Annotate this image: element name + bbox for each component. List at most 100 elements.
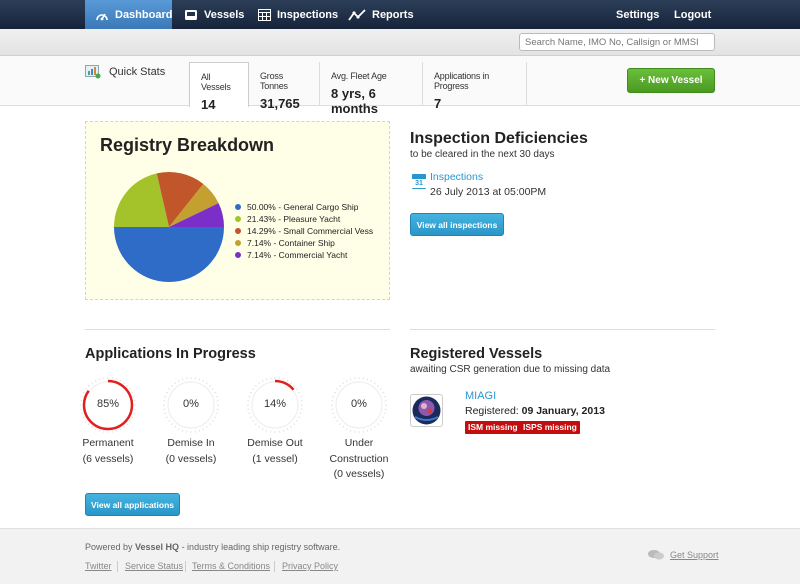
vessel-thumbnail[interactable] — [410, 394, 443, 427]
legend-item: 7.14% - Commercial Yacht — [235, 249, 373, 261]
application-count: (0 vessels) — [165, 452, 217, 465]
footer: Powered by Vessel HQ - industry leading … — [0, 528, 800, 584]
stat-label: All Vessels — [201, 72, 231, 92]
vessel-name-link[interactable]: MIAGI — [465, 390, 497, 402]
stat-gross-tonnes[interactable]: Gross Tonnes 31,765 — [249, 62, 320, 111]
registered-vessels-title: Registered Vessels — [410, 346, 543, 362]
progress-percent: 0% — [351, 398, 367, 410]
view-all-applications-button[interactable]: View all applications — [85, 493, 180, 516]
progress-arc — [249, 379, 301, 431]
legend-label: 14.29% - Small Commercial Vess — [247, 226, 374, 236]
vessel-icon — [184, 9, 198, 21]
nav-vessels[interactable]: Vessels — [184, 0, 244, 29]
nav-dashboard[interactable]: Dashboard — [85, 0, 172, 29]
nav-settings-label: Settings — [616, 8, 660, 21]
pie-slice-4 — [169, 203, 224, 227]
progress-percent: 85% — [96, 398, 120, 410]
legend-swatch — [235, 252, 241, 258]
application-count: (0 vessels) — [333, 468, 385, 480]
stat-value: 8 yrs, 6 months — [331, 86, 378, 116]
footer-brand: Vessel HQ — [135, 542, 180, 552]
legend-label: 7.14% - Commercial Yacht — [247, 250, 348, 260]
legend-item: 7.14% - Container Ship — [235, 237, 373, 249]
applications-title: Applications In Progress — [85, 346, 256, 362]
calendar-icon-day: 31 — [412, 179, 426, 188]
get-support-link[interactable]: Get Support — [648, 549, 719, 561]
footer-link-twitter[interactable]: Twitter — [85, 561, 112, 571]
stat-value: 31,765 — [260, 96, 300, 111]
nav-inspections-label: Inspections — [277, 8, 339, 21]
isps-missing-badge: ISPS missing — [520, 421, 580, 434]
application-type: Permanent — [82, 437, 134, 449]
legend-swatch — [235, 216, 241, 222]
inspections-link[interactable]: Inspections — [430, 171, 484, 183]
nav-reports[interactable]: Reports — [348, 0, 414, 29]
nav-logout[interactable]: Logout — [674, 0, 711, 29]
progress-label: Under Construction (0 vessels) — [314, 436, 404, 483]
view-all-inspections-button[interactable]: View all inspections — [410, 213, 504, 236]
quick-stats-label: Quick Stats — [109, 66, 166, 78]
application-count: (1 vessel) — [252, 452, 298, 465]
progress-arc — [82, 379, 134, 431]
legend-swatch — [235, 240, 241, 246]
stat-label: Applications in Progress — [434, 71, 490, 91]
stat-label: Gross Tonnes — [260, 71, 288, 91]
nav-vessels-label: Vessels — [204, 8, 245, 21]
registry-title: Registry Breakdown — [100, 135, 275, 155]
nav-settings[interactable]: Settings — [616, 0, 659, 29]
application-count: (6 vessels) — [82, 452, 134, 465]
application-type: Demise Out — [247, 437, 303, 449]
quick-stats-header: Quick Stats — [85, 65, 165, 79]
new-vessel-button[interactable]: + New Vessel — [627, 68, 715, 93]
section-divider — [85, 329, 390, 330]
dashboard-icon — [95, 9, 109, 21]
top-navigation: Dashboard Vessels Inspections Reports Se… — [0, 0, 800, 29]
footer-link-service-status[interactable]: Service Status — [125, 561, 184, 571]
get-support-label: Get Support — [670, 550, 719, 560]
progress-ring — [247, 377, 303, 433]
vessel-registered-info: Registered: 09 January, 2013 — [465, 405, 605, 417]
stat-value: 7 — [434, 96, 442, 111]
quick-stats-bar: Quick Stats All Vessels 14 Gross Tonnes … — [0, 56, 800, 116]
legend-label: 7.14% - Container Ship — [247, 238, 335, 248]
quick-stats-icon — [85, 65, 101, 79]
nav-logout-label: Logout — [674, 8, 712, 21]
application-type: Under Construction — [329, 437, 389, 465]
progress-label: Permanent (6 vessels) — [63, 436, 153, 467]
registered-date: 09 January, 2013 — [521, 405, 605, 417]
calendar-grid-icon — [258, 8, 271, 21]
progress-ring — [331, 377, 387, 433]
legend-item: 14.29% - Small Commercial Vess — [235, 225, 373, 237]
footer-powered-prefix: Powered by — [85, 542, 136, 552]
footer-separator — [274, 561, 275, 572]
stat-value: 14 — [201, 97, 216, 112]
chat-bubble-icon — [648, 549, 664, 561]
legend-label: 50.00% - General Cargo Ship — [247, 202, 359, 212]
search-input[interactable] — [519, 33, 715, 51]
inspection-deficiencies-subtitle: to be cleared in the next 30 days — [410, 149, 555, 160]
footer-link-terms[interactable]: Terms & Conditions — [192, 561, 271, 571]
stat-avg-fleet-age[interactable]: Avg. Fleet Age 8 yrs, 6 months — [320, 62, 423, 116]
inspection-deficiencies-title: Inspection Deficiencies — [410, 130, 588, 147]
stat-all-vessels[interactable]: All Vessels 14 — [189, 62, 249, 112]
calendar-icon: 31 — [412, 174, 426, 189]
legend-label: 21.43% - Pleasure Yacht — [247, 214, 341, 224]
trend-line-icon — [348, 8, 366, 21]
ism-missing-badge: ISM missing — [465, 421, 521, 434]
stat-label: Avg. Fleet Age — [331, 71, 387, 81]
legend-swatch — [235, 228, 241, 234]
progress-percent: 0% — [183, 398, 199, 410]
progress-ring — [163, 377, 219, 433]
footer-separator — [117, 561, 118, 572]
pie-slice-0 — [114, 227, 224, 282]
application-type: Demise In — [167, 437, 215, 449]
inspection-date: 26 July 2013 at 05:00PM — [430, 186, 547, 198]
legend-swatch — [235, 204, 241, 210]
registry-pie-chart — [114, 172, 224, 282]
stat-applications-in-progress[interactable]: Applications in Progress 7 — [423, 62, 527, 111]
legend-item: 21.43% - Pleasure Yacht — [235, 213, 373, 225]
footer-link-privacy[interactable]: Privacy Policy — [282, 561, 339, 571]
footer-separator — [185, 561, 186, 572]
search-bar — [0, 29, 800, 56]
nav-inspections[interactable]: Inspections — [258, 0, 338, 29]
